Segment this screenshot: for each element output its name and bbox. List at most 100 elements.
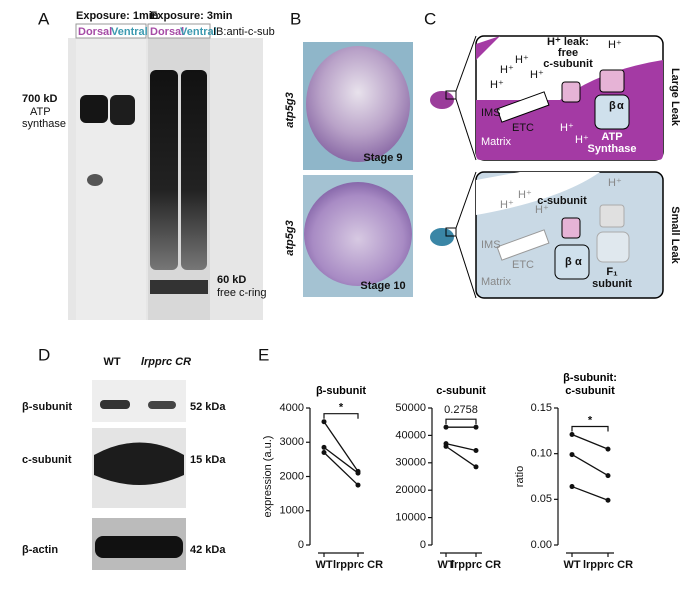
band: [100, 400, 130, 409]
label: Exposure: 3min: [150, 10, 233, 22]
x-tick-label: lrpprc CR: [333, 559, 383, 571]
label: IMS: [481, 239, 501, 251]
point: [605, 473, 611, 479]
band: [148, 401, 176, 409]
y-tick-label: 20000: [395, 484, 426, 496]
series-line: [571, 433, 609, 450]
point: [473, 447, 479, 453]
panel-letter: C: [424, 9, 436, 28]
y-tick-label: 1000: [280, 505, 304, 517]
f1: [596, 231, 630, 263]
series-line: [571, 485, 609, 501]
row-label: β-subunit: [22, 401, 72, 413]
mito-icon: [430, 91, 454, 109]
label: IMS: [481, 107, 501, 119]
band: [110, 95, 135, 125]
zoom-line: [455, 235, 477, 299]
x-tick-label: WT: [437, 559, 454, 571]
blot-lane: [76, 38, 146, 320]
y-axis-label: ratio: [514, 466, 526, 487]
point: [605, 497, 611, 503]
chart-title: c-subunit: [436, 385, 486, 397]
lane-box: [75, 23, 147, 39]
annotation: 0.2758: [444, 404, 478, 416]
h-plus: H⁺: [490, 79, 504, 91]
mito-icon: [430, 228, 454, 246]
zoom-box: [445, 227, 457, 237]
label: c-subunit: [537, 195, 587, 207]
f1: [554, 244, 590, 280]
y-tick-label: 0.05: [531, 493, 552, 505]
band: [94, 442, 184, 485]
y-tick-label: 0.00: [531, 539, 552, 551]
annotation: *: [588, 414, 593, 426]
chart-title-box: β-subunit: c-subunit: [563, 372, 617, 397]
point: [569, 431, 575, 437]
f1: [594, 94, 630, 130]
label: 60 kD: [217, 274, 246, 286]
y-tick-label: 4000: [280, 402, 304, 414]
label: α: [575, 256, 582, 268]
h-plus: H⁺: [518, 189, 532, 201]
label: β: [609, 100, 616, 112]
c-subunit: [561, 81, 581, 103]
point: [321, 419, 327, 425]
h-plus: H⁺: [515, 54, 529, 66]
point: [321, 444, 327, 450]
y-tick-label: 40000: [395, 429, 426, 441]
band: [87, 174, 103, 186]
h-plus: H⁺: [575, 134, 589, 146]
annotation: *: [339, 402, 344, 414]
chart-title-box: c-subunit: [436, 385, 486, 397]
y-axis-label: expression (a.u.): [262, 436, 274, 518]
stage-label: Stage 9: [363, 152, 402, 164]
y-tick-label: 0.15: [531, 402, 552, 414]
lane-label: Dorsal: [150, 26, 184, 38]
label: IB:anti-c-sub: [213, 26, 275, 38]
lane-label: Ventral: [111, 26, 148, 38]
label: Synthase: [588, 143, 637, 155]
row-label: β-actin: [22, 544, 58, 556]
label: ATP: [30, 106, 51, 118]
x-tick-label: WT: [315, 559, 332, 571]
series-line: [445, 442, 477, 452]
point: [355, 482, 361, 488]
label: synthase: [22, 118, 66, 130]
bracket: [445, 418, 477, 425]
band: [181, 70, 207, 270]
point: [605, 446, 611, 452]
band: [150, 70, 178, 270]
y-tick-label: 3000: [280, 436, 304, 448]
label: free c-ring: [217, 287, 267, 299]
y-tick-label: 0: [298, 539, 304, 551]
y-tick-label: 0: [420, 539, 426, 551]
size-label: 15 kDa: [190, 454, 226, 466]
label: α: [617, 100, 624, 112]
chart-title-box: β-subunit: [316, 385, 366, 397]
point: [443, 443, 449, 449]
label: Exposure: 1min: [76, 10, 159, 22]
series-line: [323, 446, 359, 474]
point: [569, 484, 575, 490]
bracket: [571, 425, 609, 432]
label: Small Leak: [669, 206, 681, 264]
etc: [496, 91, 550, 123]
label: 700 kD: [22, 93, 58, 105]
label: H⁺ leak:: [547, 36, 589, 48]
bracket: [323, 413, 359, 419]
label: free: [558, 47, 578, 59]
series-line: [445, 445, 477, 468]
label: β: [565, 256, 572, 268]
y-tick-label: 0.10: [531, 448, 552, 460]
lane-label: WT: [103, 356, 120, 368]
size-label: 52 kDa: [190, 401, 226, 413]
series-line: [323, 421, 359, 472]
label: ETC: [512, 122, 534, 134]
band: [150, 280, 208, 294]
x-tick-label: WT: [563, 559, 580, 571]
y-tick-label: 30000: [395, 457, 426, 469]
zoom-line: [455, 35, 477, 92]
row-label: c-subunit: [22, 454, 72, 466]
zoom-line: [455, 171, 477, 229]
